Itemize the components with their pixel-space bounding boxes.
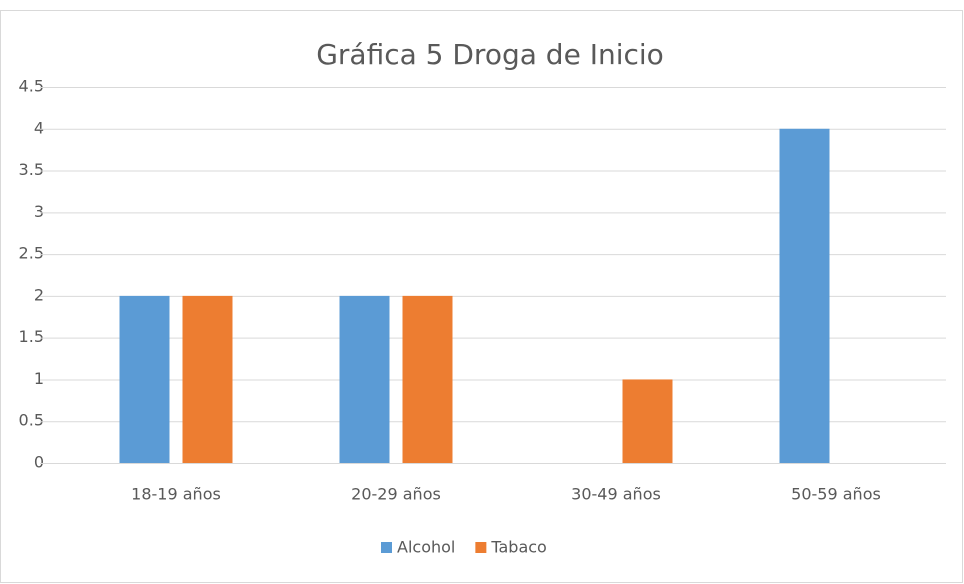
bar [182, 295, 233, 463]
legend-label: Tabaco [490, 538, 546, 557]
bar [119, 295, 170, 463]
y-tick-label: 4.5 [19, 77, 44, 96]
legend-swatch [381, 542, 392, 553]
x-tick-label: 18-19 años [131, 485, 221, 504]
y-tick-label: 4 [34, 118, 44, 137]
y-tick-label: 3 [34, 202, 44, 221]
y-tick-label: 2 [34, 285, 44, 304]
bar [402, 295, 453, 463]
y-tick-label: 3.5 [19, 160, 44, 179]
y-tick-label: 2.5 [19, 244, 44, 263]
y-tick-label: 1.5 [19, 327, 44, 346]
chart-title: Gráfica 5 Droga de Inicio [316, 38, 664, 71]
legend-swatch [475, 542, 487, 553]
y-tick-label: 1 [34, 369, 44, 388]
bar [622, 379, 673, 463]
legend-label: Alcohol [397, 538, 455, 557]
y-tick-label: 0.5 [19, 411, 44, 430]
x-tick-label: 50-59 años [791, 485, 881, 504]
bar [339, 295, 390, 463]
x-tick-label: 20-29 años [351, 485, 441, 504]
bar [779, 128, 830, 463]
y-tick-label: 0 [34, 453, 44, 472]
x-tick-label: 30-49 años [571, 485, 661, 504]
